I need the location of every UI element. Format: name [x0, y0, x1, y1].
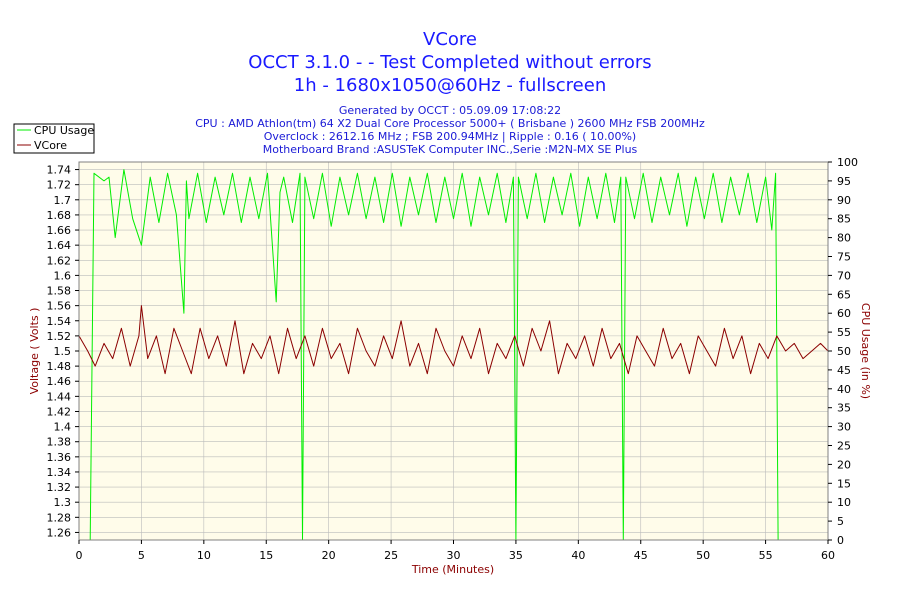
legend-box: [13, 123, 95, 154]
y-right-tick-label: 0: [837, 534, 844, 547]
series-lines: [78, 169, 829, 541]
y-right-tick-label: 90: [837, 194, 851, 207]
y-left-tick-label: 1.72: [47, 179, 72, 192]
y-right-tick-label: 15: [837, 477, 851, 490]
chart-title-line-2: OCCT 3.1.0 - - Test Completed without er…: [248, 52, 651, 73]
y-left-tick-label: 1.38: [47, 436, 72, 449]
y-right-tick-label: 45: [837, 364, 851, 377]
y-left-tick-label: 1.56: [47, 300, 72, 313]
y-left-tick-label: 1.3: [54, 496, 72, 509]
y-left-tick-label: 1.66: [47, 224, 72, 237]
x-tick-label: 5: [138, 549, 145, 562]
y-right-tick-label: 80: [837, 232, 851, 245]
y-left-tick-label: 1.58: [47, 285, 72, 298]
y-right-axis-ticks: 0 5 10 15 20 25 30 35 40 45 50 55 60 65 70 75 80 85 90 95 10…: [828, 156, 858, 547]
legend-label-vcore: VCore: [34, 139, 67, 152]
title-block: VCore OCCT 3.1.0 - - Test Completed with…: [195, 29, 705, 156]
y-left-tick-label: 1.32: [47, 481, 72, 494]
chart-title-line-1: VCore: [423, 29, 477, 50]
chart-subtitle-line-4: Motherboard Brand :ASUSTeK Computer INC.…: [263, 143, 638, 156]
chart-subtitle-line-2: CPU : AMD Athlon(tm) 64 X2 Dual Core Pro…: [195, 117, 705, 130]
y-left-tick-label: 1.48: [47, 360, 72, 373]
legend-label-cpu-usage: CPU Usage: [34, 124, 94, 137]
x-tick-label: 50: [696, 549, 710, 562]
y-left-tick-label: 1.26: [47, 526, 72, 539]
y-right-tick-label: 25: [837, 440, 851, 453]
x-tick-label: 35: [509, 549, 523, 562]
chart-title-line-3: 1h - 1680x1050@60Hz - fullscreen: [294, 75, 606, 96]
y-left-axis-ticks: 1.26 1.28 1.3 1.32 1.34 1.36 1.38 1.4 1.42 1.44 1.…: [47, 164, 79, 539]
x-axis-label: Time (Minutes): [411, 563, 494, 576]
y-right-tick-label: 100: [837, 156, 858, 169]
y-left-tick-label: 1.6: [54, 269, 72, 282]
y-left-tick-label: 1.34: [47, 466, 72, 479]
x-axis-ticks: 0 5 10 15 20 25 30 35 40 45 50 55 60: [76, 540, 835, 562]
vcore-line: [78, 305, 829, 375]
y-left-tick-label: 1.52: [47, 330, 72, 343]
y-left-tick-label: 1.46: [47, 375, 72, 388]
y-left-tick-label: 1.36: [47, 451, 72, 464]
x-tick-label: 30: [447, 549, 461, 562]
y-right-tick-label: 95: [837, 175, 851, 188]
y-right-tick-label: 30: [837, 421, 851, 434]
y-right-tick-label: 55: [837, 326, 851, 339]
y-left-tick-label: 1.68: [47, 209, 72, 222]
y-left-tick-label: 1.62: [47, 254, 72, 267]
x-tick-label: 45: [634, 549, 648, 562]
x-tick-label: 25: [384, 549, 398, 562]
chart-subtitle-line-1: Generated by OCCT : 05.09.09 17:08:22: [339, 104, 561, 117]
y-right-tick-label: 5: [837, 515, 844, 528]
x-tick-label: 20: [322, 549, 336, 562]
y-right-tick-label: 20: [837, 458, 851, 471]
chart-subtitle-line-3: Overclock : 2612.16 MHz ; FSB 200.94MHz …: [264, 130, 636, 143]
cpu-usage-line: [89, 169, 781, 541]
x-tick-label: 40: [571, 549, 585, 562]
y-left-tick-label: 1.44: [47, 390, 72, 403]
y-left-tick-label: 1.5: [54, 345, 72, 358]
x-tick-label: 55: [759, 549, 773, 562]
y-left-tick-label: 1.64: [47, 239, 72, 252]
y-left-tick-label: 1.4: [54, 421, 72, 434]
y-left-tick-label: 1.54: [47, 315, 72, 328]
y-right-tick-label: 65: [837, 288, 851, 301]
y-right-tick-label: 70: [837, 269, 851, 282]
y-left-tick-label: 1.42: [47, 405, 72, 418]
x-tick-label: 10: [197, 549, 211, 562]
y-right-tick-label: 40: [837, 383, 851, 396]
y-right-tick-label: 50: [837, 345, 851, 358]
y-right-tick-label: 75: [837, 251, 851, 264]
y-right-tick-label: 60: [837, 307, 851, 320]
y-right-tick-label: 85: [837, 213, 851, 226]
legend: CPU Usage VCore: [13, 123, 95, 154]
y-left-axis-label: Voltage ( Volts ): [28, 308, 41, 395]
y-right-axis-label: CPU Usage (in %): [859, 303, 872, 399]
y-left-tick-label: 1.28: [47, 511, 72, 524]
y-right-tick-label: 10: [837, 496, 851, 509]
x-tick-label: 0: [76, 549, 83, 562]
y-right-tick-label: 35: [837, 402, 851, 415]
x-tick-label: 60: [821, 549, 835, 562]
y-left-tick-label: 1.74: [47, 164, 72, 177]
x-tick-label: 15: [259, 549, 273, 562]
y-left-tick-label: 1.7: [54, 194, 72, 207]
